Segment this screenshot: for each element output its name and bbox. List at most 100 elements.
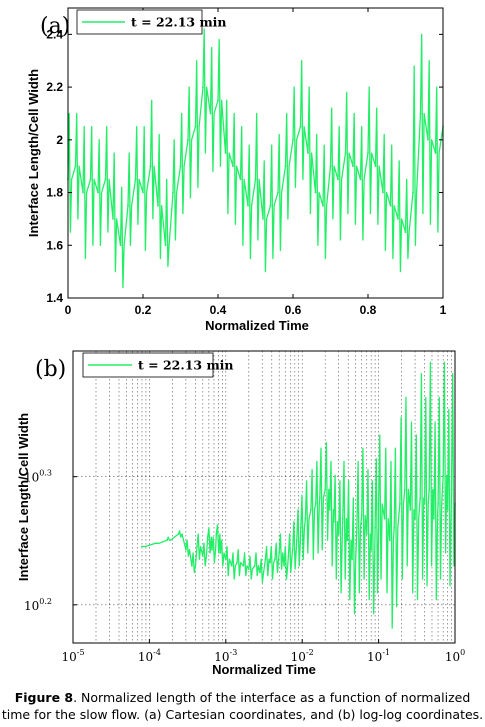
- data-point-a: [119, 244, 122, 247]
- data-point-b: [310, 508, 312, 511]
- legend-a: t = 22.13 min: [76, 9, 227, 35]
- data-point-b: [206, 536, 209, 538]
- data-point-a: [179, 165, 182, 168]
- data-point-b: [356, 526, 358, 529]
- data-point-b: [374, 526, 376, 529]
- data-point-b: [253, 564, 256, 567]
- data-point-b: [399, 503, 401, 505]
- data-point-a: [89, 178, 92, 181]
- legend-entry-b: t = 22.13 min: [138, 358, 234, 373]
- data-point-a: [382, 191, 384, 194]
- data-point-b: [450, 488, 453, 491]
- data-point-a: [277, 191, 279, 194]
- data-point-a: [239, 178, 242, 181]
- grid-b: [72, 351, 455, 643]
- data-point-b: [351, 558, 353, 561]
- data-point-b: [433, 517, 435, 520]
- x-tick-label-b: 10-1: [367, 648, 390, 664]
- legend-b: t = 22.13 min: [82, 352, 234, 378]
- data-point-a: [97, 191, 99, 194]
- y-tick-label-a: 1.6: [46, 238, 63, 252]
- data-point-b: [318, 497, 321, 499]
- legend-entry-a: t = 22.13 min: [131, 15, 227, 30]
- x-tick-label-a: 0.4: [210, 303, 227, 317]
- data-point-b: [409, 508, 412, 511]
- data-point-a: [157, 204, 159, 207]
- panel-label-a: (a): [40, 14, 70, 39]
- axes-frame-a: [67, 7, 444, 299]
- data-point-a: [164, 244, 167, 247]
- data-point-a: [314, 191, 317, 194]
- data-point-b: [337, 533, 340, 535]
- data-point-b: [446, 508, 449, 511]
- caption-text: . Normalized length of the interface as …: [1, 690, 484, 722]
- y-axis-label-a: Interface Length/Cell Width: [26, 69, 41, 237]
- data-point-b: [185, 548, 187, 551]
- x-tick-label-a: 0.8: [360, 303, 377, 317]
- data-point-a: [224, 152, 227, 154]
- data-point-b: [341, 517, 344, 520]
- caption-label: Figure 8: [14, 690, 74, 705]
- data-point-a: [269, 204, 272, 207]
- data-point-b: [393, 526, 396, 529]
- data-point-b: [291, 548, 294, 551]
- data-point-b: [428, 488, 431, 491]
- data-point-b: [388, 539, 391, 542]
- data-point-b: [196, 545, 198, 548]
- data-point-b: [324, 488, 327, 491]
- data-point-b: [219, 552, 222, 554]
- data-point-b: [264, 558, 267, 561]
- x-tick-label-b: 10-4: [138, 648, 161, 664]
- data-point-a: [112, 218, 114, 220]
- data-point-b: [166, 539, 168, 542]
- data-point-a: [187, 138, 189, 141]
- data-point-a: [209, 112, 212, 115]
- data-point-a: [322, 204, 324, 207]
- data-point-a: [194, 125, 197, 128]
- data-point-a: [262, 218, 264, 220]
- data-point-b: [383, 517, 386, 520]
- data-point-a: [389, 204, 392, 207]
- data-point-b: [333, 520, 335, 523]
- axes-frame-b: [72, 350, 456, 644]
- y-tick-label-b: 100.2: [24, 597, 52, 613]
- data-point-a: [134, 178, 137, 181]
- data-point-a: [397, 218, 399, 220]
- figure-caption: Figure 8. Normalized length of the inter…: [0, 689, 485, 723]
- y-tick-label-a: 2.4: [46, 27, 63, 41]
- data-point-b: [360, 514, 363, 517]
- data-point-b: [287, 555, 290, 557]
- data-point-b: [274, 558, 276, 561]
- data-point-a: [299, 125, 302, 128]
- data-point-b: [314, 503, 317, 505]
- data-point-a: [307, 152, 309, 154]
- y-tick-label-a: 1.4: [46, 291, 63, 305]
- data-area-a: [67, 28, 444, 289]
- data-point-b: [259, 571, 261, 574]
- data-point-b: [177, 533, 180, 535]
- y-axis-label-b: Interface Length/Cell Width: [16, 413, 31, 581]
- data-point-a: [329, 165, 332, 168]
- data-point-a: [104, 178, 107, 181]
- data-point-a: [367, 152, 369, 154]
- data-point-a: [202, 86, 204, 88]
- data-point-b: [365, 533, 368, 535]
- panel-label-b: (b): [35, 357, 66, 382]
- data-point-a: [172, 191, 174, 194]
- data-point-a: [254, 178, 257, 181]
- x-tick-label-a: 1: [440, 303, 447, 317]
- data-point-a: [284, 165, 287, 168]
- data-area-b: [141, 361, 456, 629]
- data-point-b: [442, 474, 445, 477]
- data-point-b: [403, 488, 406, 491]
- x-tick-label-a: 0: [65, 303, 72, 317]
- data-point-a: [217, 99, 219, 102]
- data-point-b: [328, 508, 331, 511]
- data-point-b: [269, 561, 271, 564]
- y-tick-label-a: 2: [56, 133, 63, 147]
- data-point-b: [346, 539, 349, 542]
- data-point-a: [292, 138, 294, 141]
- data-point-a: [247, 204, 249, 207]
- y-tick-label-a: 2.2: [46, 80, 63, 94]
